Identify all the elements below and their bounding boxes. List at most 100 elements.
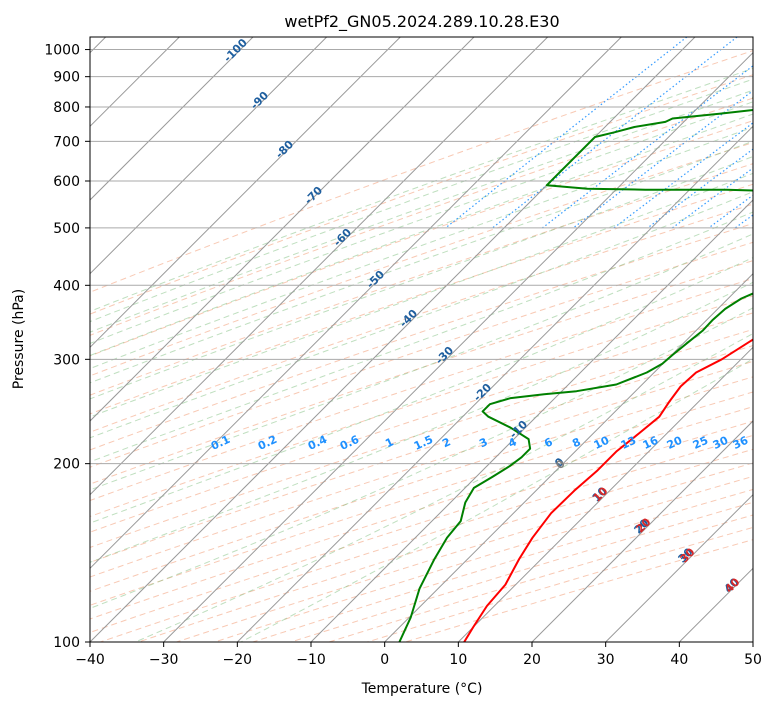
dry-adiabat-line (62, 37, 775, 642)
dry-adiabat-line (0, 37, 775, 642)
isotherm-line (237, 37, 775, 642)
dry-adiabat-label: -30 (433, 344, 456, 367)
isotherm-line (90, 37, 695, 642)
moist-adiabat-label: 10 (591, 484, 611, 504)
dry-adiabat-label: -90 (248, 89, 271, 112)
x-tick-label: 50 (744, 652, 762, 668)
mixing-ratio-line (672, 37, 775, 228)
x-tick-label: −20 (223, 652, 253, 668)
mixing-ratio-label: 36 (731, 434, 751, 452)
dry-adiabat-label: -60 (331, 226, 354, 249)
dry-adiabat-line (329, 37, 775, 642)
mixing-ratio-label: 0.6 (338, 433, 361, 453)
moist-adiabat-line (0, 37, 775, 642)
x-tick-label: −40 (75, 652, 105, 668)
mixing-ratio-label: 0.4 (306, 433, 329, 453)
isotherm-line (0, 37, 327, 642)
dry-adiabat-label: -100 (221, 36, 250, 65)
moist-adiabat-label: 40 (723, 575, 743, 595)
dry-adiabat-line (0, 37, 775, 642)
moist-adiabat-line (0, 37, 775, 642)
y-tick-label: 200 (53, 457, 80, 473)
isotherm-line (385, 37, 775, 642)
moist-adiabat-line (0, 37, 775, 642)
mixing-ratio-label: 30 (711, 434, 731, 452)
x-tick-label: 0 (380, 652, 389, 668)
x-axis-label: Temperature (°C) (361, 681, 483, 697)
dry-adiabat-line (0, 37, 775, 642)
x-tick-label: 20 (523, 652, 541, 668)
dry-adiabat-line (0, 37, 775, 642)
moist-adiabat-line (0, 37, 775, 642)
dry-adiabat-line (0, 37, 775, 642)
dewpoint-profile (399, 98, 775, 643)
profile-lines (399, 98, 775, 643)
isotherm-line (16, 37, 621, 642)
dry-adiabat-line (0, 37, 775, 642)
y-tick-label: 1000 (44, 43, 80, 59)
chart-title: wetPf2_GN05.2024.289.10.28.E30 (284, 12, 559, 32)
dry-adiabat-line (0, 37, 775, 642)
y-axis-label: Pressure (hPa) (11, 289, 27, 389)
isotherm-line (0, 37, 474, 642)
mixing-ratio-label: 3 (477, 435, 489, 450)
moist-adiabat-line (0, 37, 775, 642)
y-tick-label: 100 (53, 635, 80, 651)
mixing-ratio-line (446, 37, 687, 228)
mixing-ratio-label: 2 (440, 435, 452, 450)
dry-adiabat-line (0, 37, 775, 642)
y-tick-label: 500 (53, 221, 80, 237)
x-tick-label: 40 (670, 652, 688, 668)
moist-adiabat-line (135, 37, 775, 642)
moist-adiabat-line (0, 37, 775, 642)
moist-adiabat-line (0, 37, 775, 642)
dry-adiabat-line (291, 37, 775, 642)
dry-adiabat-line (0, 37, 775, 642)
x-tick-label: 30 (597, 652, 615, 668)
mixing-ratio-line (735, 37, 775, 228)
dry-adiabat-label: -70 (302, 184, 325, 207)
dry-adiabat-line (0, 37, 775, 642)
mixing-ratio-label: 25 (691, 434, 710, 452)
moist-adiabat-line (0, 37, 775, 642)
isotherm-line (164, 37, 769, 642)
isotherm-line (0, 37, 400, 642)
mixing-ratio-label: 20 (665, 434, 685, 452)
dry-adiabat-line (0, 37, 775, 642)
dry-adiabat-line (0, 37, 775, 642)
moist-adiabat-line (2, 37, 775, 642)
dry-adiabat-line (0, 37, 775, 642)
y-tick-label: 900 (53, 70, 80, 86)
mixing-ratio-label: 8 (570, 435, 582, 450)
moist-adiabat-line (0, 37, 775, 642)
y-tick-label: 600 (53, 174, 80, 190)
x-tick-label: 10 (449, 652, 467, 668)
dry-adiabat-line (100, 37, 775, 642)
background-lines (0, 37, 775, 642)
isotherm-line (532, 37, 775, 642)
temperature-profile (464, 98, 775, 643)
moist-adiabat-line (0, 37, 775, 642)
plot-frame (90, 37, 753, 642)
isotherm-line (458, 37, 775, 642)
moist-adiabat-line (0, 37, 775, 642)
dry-adiabat-line (0, 37, 775, 642)
moist-adiabat-line (0, 37, 775, 642)
isotherm-line (0, 37, 253, 642)
y-tick-label: 700 (53, 134, 80, 150)
dry-adiabat-line (0, 37, 775, 642)
mixing-ratio-line (573, 37, 775, 228)
y-tick-label: 400 (53, 278, 80, 294)
dry-adiabat-line (0, 37, 775, 642)
y-tick-label: 300 (53, 352, 80, 368)
isotherm-line (753, 37, 775, 642)
y-tick-label: 800 (53, 100, 80, 116)
x-tick-label: −10 (296, 652, 326, 668)
mixing-ratio-label: 0.2 (256, 433, 279, 453)
mixing-ratio-label: 0.1 (209, 433, 232, 453)
moist-adiabat-line (0, 37, 775, 642)
dry-adiabat-line (0, 37, 775, 642)
